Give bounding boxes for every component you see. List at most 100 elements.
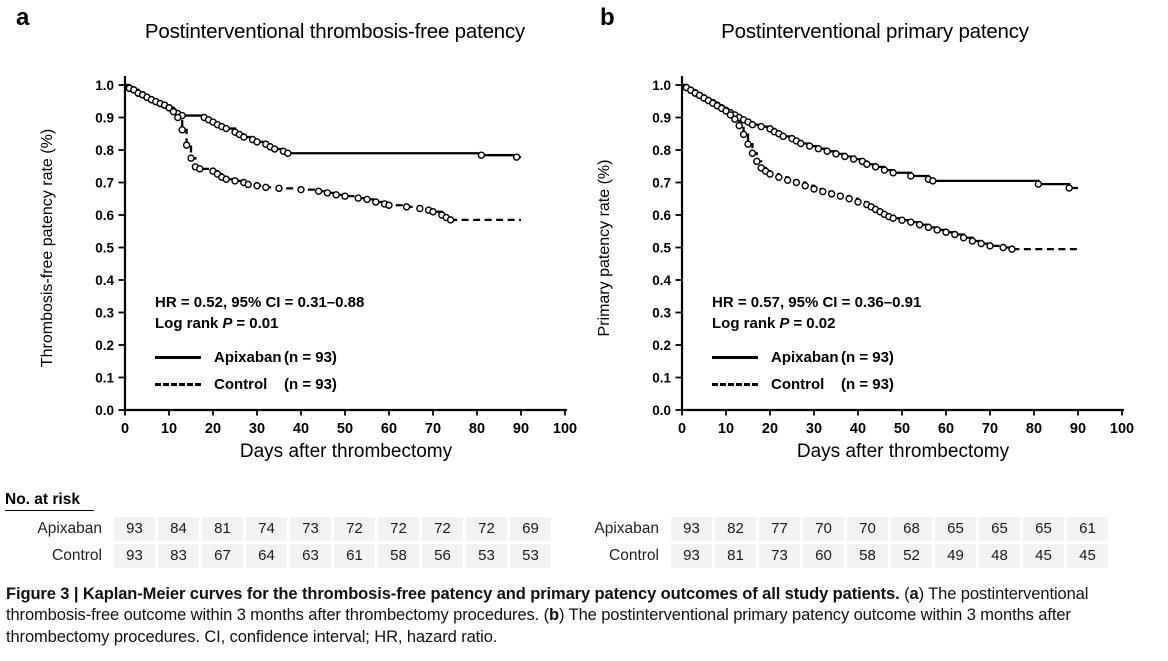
risk-table-heading: No. at risk — [5, 491, 94, 511]
svg-text:0.4: 0.4 — [95, 273, 114, 288]
svg-text:0: 0 — [121, 421, 129, 437]
risk-cells: 93 84 81 74 73 72 72 72 72 69 — [114, 517, 551, 541]
svg-text:0.0: 0.0 — [652, 403, 671, 418]
panel-a-title: Postinterventional thrombosis-free paten… — [144, 20, 526, 43]
svg-text:90: 90 — [1070, 421, 1086, 437]
risk-row-label: Control — [609, 547, 659, 564]
svg-text:50: 50 — [894, 421, 910, 437]
svg-text:1.0: 1.0 — [652, 78, 671, 93]
legend-item-control: Control (n = 93) — [155, 371, 337, 398]
svg-text:40: 40 — [850, 421, 866, 437]
risk-row-label: Apixaban — [37, 520, 102, 537]
risk-cell: 48 — [979, 544, 1020, 568]
p-symbol: P — [779, 315, 790, 332]
panel-letter-a: a — [16, 4, 30, 31]
legend-item-apixaban: Apixaban (n = 93) — [155, 344, 337, 371]
svg-text:10: 10 — [718, 421, 734, 437]
risk-cell: 61 — [334, 544, 375, 568]
p-value: = 0.02 — [793, 315, 836, 332]
risk-row-label: Control — [52, 547, 102, 564]
svg-text:0.6: 0.6 — [652, 208, 671, 223]
svg-text:50: 50 — [337, 421, 353, 437]
risk-row-b-apixaban: Apixaban 93 82 77 70 70 68 65 65 65 61 — [557, 517, 1108, 541]
svg-text:0.5: 0.5 — [652, 241, 671, 256]
svg-text:0.4: 0.4 — [652, 273, 671, 288]
risk-cell: 53 — [510, 544, 551, 568]
risk-cells: 93 81 73 60 58 52 49 48 45 45 — [671, 544, 1108, 568]
hr-text: HR = 0.52, 95% CI = 0.31–0.88 — [155, 294, 365, 311]
risk-cell: 52 — [891, 544, 932, 568]
svg-text:0.2: 0.2 — [652, 338, 671, 353]
risk-cell: 72 — [466, 517, 507, 541]
legend-a: Apixaban (n = 93) Control (n = 93) — [155, 344, 337, 398]
risk-cell: 68 — [891, 517, 932, 541]
logrank-line: Log rank P = 0.01 — [155, 313, 368, 334]
svg-text:80: 80 — [469, 421, 485, 437]
risk-cell: 67 — [202, 544, 243, 568]
svg-text:30: 30 — [806, 421, 822, 437]
risk-cell: 83 — [158, 544, 199, 568]
risk-cell: 93 — [114, 544, 155, 568]
risk-cell: 70 — [847, 517, 888, 541]
svg-text:10: 10 — [161, 421, 177, 437]
svg-text:0.7: 0.7 — [95, 176, 114, 191]
svg-text:0.2: 0.2 — [95, 338, 114, 353]
svg-text:80: 80 — [1026, 421, 1042, 437]
risk-row-b-control: Control 93 81 73 60 58 52 49 48 45 45 — [557, 544, 1108, 568]
solid-line-swatch — [155, 356, 201, 359]
legend-label: Apixaban — [214, 349, 282, 366]
km-chart-thrombosis-free: 1.0 0.9 0.8 0.7 0.6 0.5 0.4 0.3 0.2 0.1 0.0 0 10 20 30… — [39, 76, 577, 462]
svg-text:100: 100 — [1110, 421, 1134, 437]
risk-cell: 65 — [935, 517, 976, 541]
svg-text:0.8: 0.8 — [95, 143, 114, 158]
svg-text:0.9: 0.9 — [95, 111, 114, 126]
risk-cell: 82 — [715, 517, 756, 541]
risk-cell: 45 — [1023, 544, 1064, 568]
figure-caption: Figure 3 | Kaplan-Meier curves for the t… — [6, 585, 1089, 646]
panel-b-title: Postinterventional primary patency — [721, 20, 1029, 43]
risk-cells: 93 83 67 64 63 61 58 56 53 53 — [114, 544, 551, 568]
svg-text:0.6: 0.6 — [95, 208, 114, 223]
panel-a: a Postinterventional thrombosis-free pat… — [0, 0, 584, 480]
risk-row-a-control: Control 93 83 67 64 63 61 58 56 53 53 — [0, 544, 551, 568]
svg-text:0.3: 0.3 — [95, 306, 114, 321]
risk-cell: 60 — [803, 544, 844, 568]
legend-count: (n = 93) — [841, 376, 894, 393]
risk-cell: 93 — [671, 517, 712, 541]
svg-text:1.0: 1.0 — [95, 78, 114, 93]
svg-text:60: 60 — [381, 421, 397, 437]
risk-cell: 56 — [422, 544, 463, 568]
stats-annotation-a: HR = 0.52, 95% CI = 0.31–0.88 Log rank P =… — [155, 292, 368, 334]
svg-text:0.8: 0.8 — [652, 143, 671, 158]
risk-cell: 61 — [1067, 517, 1108, 541]
svg-text:70: 70 — [425, 421, 441, 437]
legend-count: (n = 93) — [284, 349, 337, 366]
risk-cell: 72 — [378, 517, 419, 541]
legend-item-apixaban: Apixaban (n = 93) — [712, 344, 894, 371]
svg-text:70: 70 — [982, 421, 998, 437]
risk-cell: 65 — [979, 517, 1020, 541]
svg-text:0: 0 — [678, 421, 686, 437]
risk-cell: 53 — [466, 544, 507, 568]
svg-text:0.7: 0.7 — [652, 176, 671, 191]
hr-line: HR = 0.52, 95% CI = 0.31–0.88 — [155, 292, 368, 313]
svg-text:0.1: 0.1 — [652, 371, 671, 386]
legend-count: (n = 93) — [841, 349, 894, 366]
risk-row-label: Apixaban — [594, 520, 659, 537]
svg-text:0.3: 0.3 — [652, 306, 671, 321]
risk-row-a-apixaban: Apixaban 93 84 81 74 73 72 72 72 72 69 — [0, 517, 551, 541]
stats-annotation-b: HR = 0.57, 95% CI = 0.36–0.91 Log rank P =… — [712, 292, 925, 334]
risk-cell: 45 — [1067, 544, 1108, 568]
svg-text:0.1: 0.1 — [95, 371, 114, 386]
svg-text:30: 30 — [249, 421, 265, 437]
risk-cell: 93 — [114, 517, 155, 541]
risk-cell: 81 — [715, 544, 756, 568]
risk-cell: 69 — [510, 517, 551, 541]
svg-text:40: 40 — [293, 421, 309, 437]
risk-cell: 73 — [759, 544, 800, 568]
solid-line-swatch — [712, 356, 758, 359]
km-chart-primary-patency: 1.0 0.9 0.8 0.7 0.6 0.5 0.4 0.3 0.2 0.1 0.0 0 10 20 30… — [596, 76, 1134, 462]
risk-cell: 74 — [246, 517, 287, 541]
svg-text:0.9: 0.9 — [652, 111, 671, 126]
